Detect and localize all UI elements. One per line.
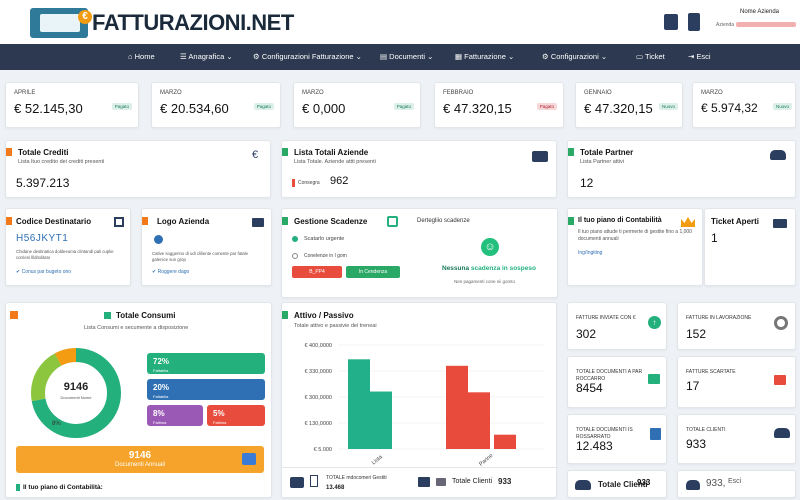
status-badge: Pagato: [253, 103, 274, 110]
image-icon: [252, 218, 264, 227]
kpi-card[interactable]: TOTALE DOCUMENTI IS ROSSARRATO 12.483: [567, 414, 667, 464]
user-icon: [154, 235, 163, 244]
calendar-icon[interactable]: [664, 14, 678, 30]
piano-card[interactable]: Il tuo piano di Contabilità Il tuo piano…: [567, 208, 703, 286]
scadenze-btn-1[interactable]: B_PP4: [292, 266, 342, 278]
logo-screen: [40, 14, 80, 32]
users-icon: [686, 480, 700, 490]
consumi-tile-2[interactable]: 8% Fattima: [147, 405, 203, 426]
brand-name[interactable]: FATTURAZIONI.NET: [92, 10, 294, 35]
nav-fatturazione[interactable]: ▦ Fatturazione ⌄: [455, 52, 515, 61]
ticket-icon: [773, 219, 787, 228]
kpi-card[interactable]: TOTALE CLIENTI 933: [677, 414, 796, 464]
pie-icon: [774, 316, 788, 330]
card-icon: [436, 478, 446, 486]
bar: [348, 359, 370, 449]
list-icon: [648, 374, 660, 384]
card-icon: [774, 375, 786, 385]
annual-documents-bar[interactable]: 9146 Documenti Annuali: [16, 446, 264, 473]
x-tick-label: Parine: [478, 453, 494, 467]
month-card[interactable]: MARZO € 20.534,60 Pagato: [151, 82, 281, 128]
nav-configurazioni[interactable]: ⚙ Configurazioni ⌄: [542, 52, 608, 61]
month-card[interactable]: APRILE € 52.145,30 Pagato: [5, 82, 139, 128]
y-tick-label: € 300,0000: [304, 395, 332, 401]
kpi-card[interactable]: FATTURE INVIATE con € 302 ↑: [567, 302, 667, 350]
main-nav: ⌂ Home ☰ Anagrafica ⌄ ⚙ Configurazioni F…: [0, 44, 800, 70]
nav-ticket[interactable]: ▭ Ticket: [636, 52, 665, 61]
x-tick-label: Lista: [371, 454, 384, 467]
table-icon: [418, 477, 430, 487]
crown-icon: [681, 217, 695, 227]
upload-icon: ↑: [648, 316, 661, 329]
month-card[interactable]: GENNAIO € 47.320,15 Nuovo: [575, 82, 683, 128]
cloud-icon: [242, 453, 256, 465]
scadenze-card[interactable]: Gestione Scadenze Dertegliio scadenze Sc…: [281, 208, 558, 298]
kpi-card[interactable]: FATTURE SCARTATE 17: [677, 356, 796, 408]
logo-link[interactable]: ✔ Roggere dago: [152, 269, 190, 275]
bar: [370, 391, 392, 449]
destinatario-link[interactable]: ✔ Conus par bugeto ono: [16, 269, 72, 275]
calendar-check-icon: [387, 216, 398, 227]
nav-home[interactable]: ⌂ Home: [128, 52, 155, 61]
nav-documenti[interactable]: ▤ Documenti ⌄: [380, 52, 434, 61]
status-badge: Pagato: [393, 103, 414, 110]
kpi-card[interactable]: FATTURE IN LAVORAZIONE 152: [677, 302, 796, 350]
company-label: Azienda: [716, 22, 735, 28]
nav-anagrafica[interactable]: ☰ Anagrafica ⌄: [180, 52, 233, 61]
status-badge: Nuovo: [658, 103, 678, 110]
y-tick-label: € 400,0000: [304, 343, 332, 349]
top-header: € FATTURAZIONI.NET Nome Azienda Azienda: [0, 0, 800, 44]
kpi-card[interactable]: TOTALE DOCUMENTI A PAR ROCCARRO 8454: [567, 356, 667, 408]
consumi-tile-1[interactable]: 20% Fattabila: [147, 379, 265, 400]
status-badge: Pagato: [536, 103, 557, 110]
consumi-card[interactable]: Totale Consumi Lista Consumi e secumente…: [5, 302, 272, 498]
consumi-donut: [31, 348, 121, 438]
month-card[interactable]: FEBBRAIO € 47.320,15 Pagato: [434, 82, 564, 128]
status-badge: Pagato: [111, 103, 132, 110]
calculator-icon: [650, 428, 661, 440]
logo-azienda-card[interactable]: Logo Azienda Cative soggerino di udi cli…: [141, 208, 272, 286]
y-tick-label: € 130,0000: [304, 421, 332, 427]
bar: [494, 434, 516, 449]
partner-card[interactable]: Totale Partner Lista Partner attivi 12: [567, 140, 796, 198]
nav-esci[interactable]: ⇥ Esci: [688, 52, 711, 61]
y-tick-label: € 330,0000: [304, 369, 332, 375]
consumi-tile-3[interactable]: 5% Fattima: [207, 405, 265, 426]
users-icon: [575, 480, 591, 490]
euro-icon: €: [252, 149, 259, 161]
user-name[interactable]: Nome Azienda: [740, 9, 780, 15]
destinatario-card[interactable]: Codice Destinatario H56JKYT1 Chidane des…: [5, 208, 131, 286]
bar: [446, 365, 468, 449]
users-icon: [770, 150, 786, 160]
codice-value[interactable]: H56JKYT1: [16, 233, 69, 244]
piano-link[interactable]: Ing/Ingiting: [578, 250, 603, 256]
month-card[interactable]: MARZO € 5.974,32 Nuovo: [692, 82, 796, 128]
bar: [468, 392, 490, 449]
briefcase-icon: [532, 151, 548, 162]
status-badge: Nuovo: [772, 103, 792, 110]
aziende-card[interactable]: Lista Totali Aziende Lista Totale. Azien…: [281, 140, 557, 198]
bottom-esci[interactable]: 933, Esci: [677, 470, 796, 498]
ticket-card[interactable]: Ticket Aperti 1: [704, 208, 796, 286]
check-icon: [292, 236, 298, 242]
scadenze-btn-2[interactable]: In Cendenza: [346, 266, 400, 278]
building-icon[interactable]: [688, 13, 700, 31]
users-icon: [774, 428, 790, 438]
consumi-tile-0[interactable]: 72% Fattabila: [147, 353, 265, 374]
smile-icon: ☺: [481, 238, 499, 256]
company-name-redacted: [736, 22, 796, 27]
radio-icon[interactable]: [292, 253, 298, 259]
logo-euro-badge: €: [78, 10, 92, 24]
document-icon: [310, 475, 318, 487]
attivo-passivo-chart: € 400,0000 € 330,0000 € 300,0000 € 130,0000…: [304, 343, 544, 467]
month-card[interactable]: MARZO € 0,000 Pagato: [293, 82, 421, 128]
attivo-passivo-card[interactable]: Attivo / Passivo Totale attivo e passivi…: [281, 302, 558, 498]
qr-icon: [114, 217, 124, 227]
y-tick-label: € 5.000: [314, 447, 332, 453]
crediti-card[interactable]: Totale Crediti Lista ltuo credito dei cr…: [5, 140, 271, 198]
bottom-clienti[interactable]: Totale Clienti: [567, 470, 667, 498]
users-group-icon: [290, 477, 304, 488]
nav-config-fatturazione[interactable]: ⚙ Configurazioni Fatturazione ⌄: [253, 52, 362, 61]
